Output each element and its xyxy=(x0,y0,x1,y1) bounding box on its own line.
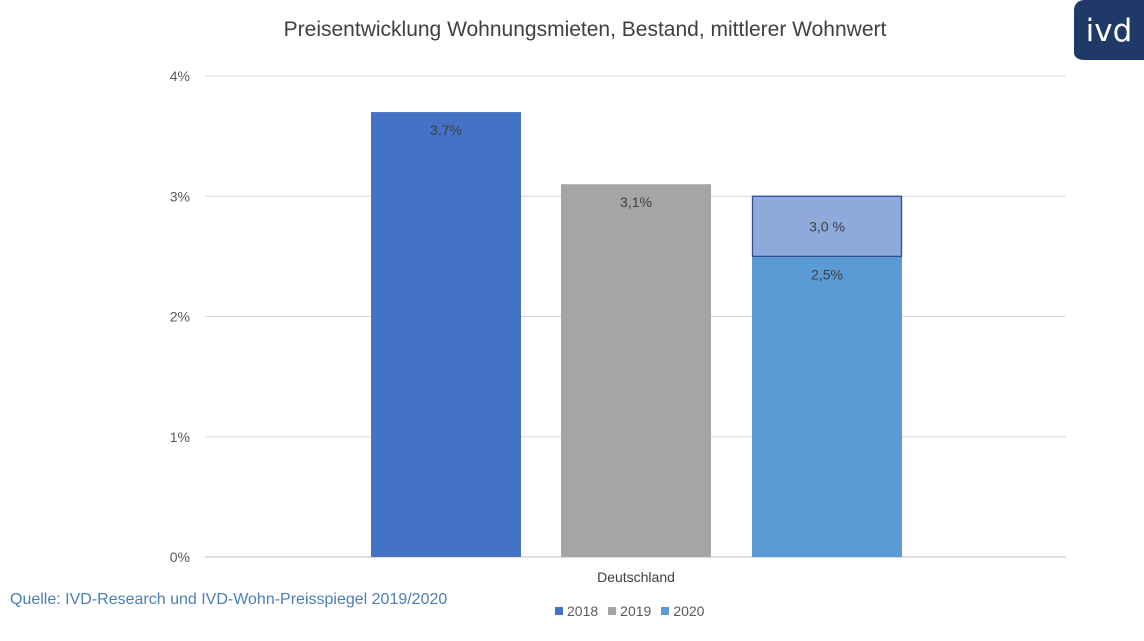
legend-label: 2019 xyxy=(620,603,652,619)
data-label-2018: 3,7% xyxy=(430,122,462,138)
legend-item-2018: 2018 xyxy=(555,603,598,619)
bar-extension-2020 xyxy=(751,195,903,258)
ivd-logo: ivd xyxy=(1074,0,1144,63)
legend-swatch xyxy=(608,607,617,615)
legend-label: 2020 xyxy=(673,603,705,619)
data-label-2019: 3,1% xyxy=(620,194,652,210)
source-note: Quelle: IVD-Research und IVD-Wohn-Preiss… xyxy=(10,591,448,608)
bar-2019 xyxy=(561,184,711,557)
legend-swatch xyxy=(661,607,670,615)
bar-2020 xyxy=(752,256,902,557)
legend-swatch xyxy=(555,607,563,615)
logo-text: ivd xyxy=(1085,13,1133,49)
legend-label: 2018 xyxy=(567,603,599,619)
bar-2018 xyxy=(371,112,521,557)
y-tick-label: 2% xyxy=(170,309,190,325)
y-tick-label: 0% xyxy=(170,549,190,565)
y-tick-label: 4% xyxy=(170,68,190,84)
y-tick-label: 3% xyxy=(170,188,190,204)
chart-title: Preisentwicklung Wohnungsmieten, Bestand… xyxy=(283,18,887,41)
x-category-label: Deutschland xyxy=(597,569,675,585)
legend: 2018 2019 2020 xyxy=(555,603,704,619)
extension-label-2020: 3,0 % xyxy=(809,218,845,234)
legend-item-2019: 2019 xyxy=(608,603,651,619)
y-tick-label: 1% xyxy=(170,429,190,445)
legend-item-2020: 2020 xyxy=(661,603,704,619)
data-label-2020: 2,5% xyxy=(811,266,843,282)
